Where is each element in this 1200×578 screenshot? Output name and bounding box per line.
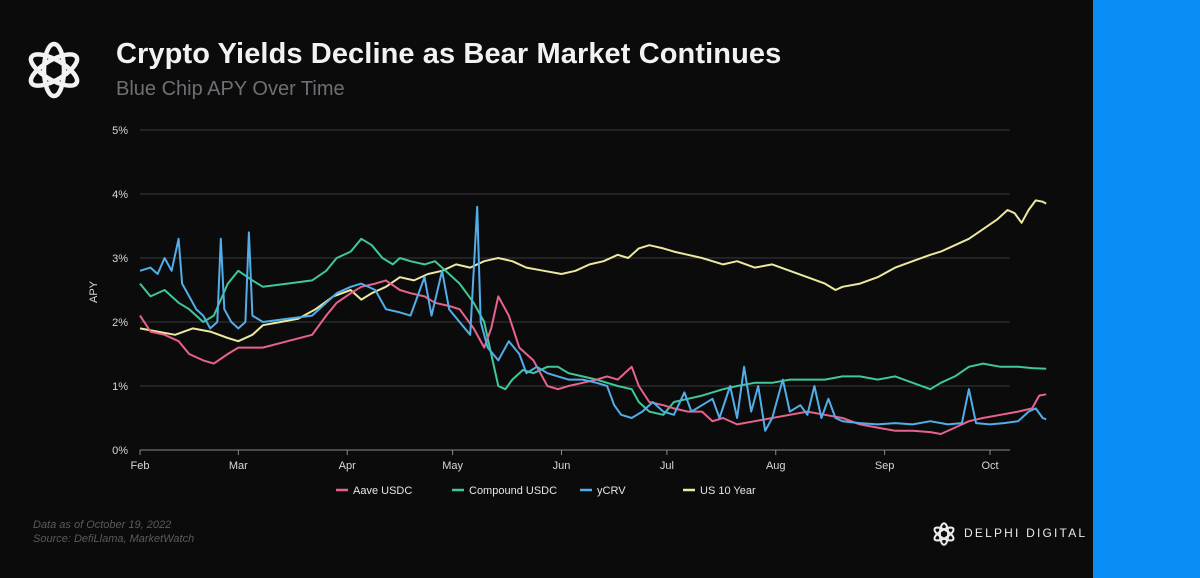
y-axis-ticks: 0% 1% 2% 3% 4% 5% (112, 125, 128, 457)
brand-mark: DELPHI DIGITAL (930, 520, 1090, 550)
y-axis-label: APY (88, 280, 100, 303)
series-line-us-10-year (139, 199, 1047, 343)
y-tick-label: 3% (112, 253, 128, 265)
chart-legend: Aave USDC Compound USDC yCRV US 10 Year (336, 485, 756, 497)
series-line-aave-usdc (139, 279, 1047, 435)
x-tick-label: Jun (553, 460, 571, 472)
page-subtitle: Blue Chip APY Over Time (116, 78, 345, 100)
y-tick-label: 0% (112, 445, 128, 457)
x-tick-label: Mar (229, 460, 248, 472)
footer-note: Data as of October 19, 2022 Source: Defi… (33, 518, 194, 546)
delphi-logo-icon (28, 41, 80, 99)
brand-name: DELPHI DIGITAL (964, 526, 1088, 540)
series-line-ycrv (139, 205, 1047, 432)
x-tick-label: Aug (766, 460, 786, 472)
side-accent-bar (1093, 0, 1200, 578)
x-tick-label: Sep (875, 460, 895, 472)
source-note: Source: DefiLlama, MarketWatch (33, 533, 195, 545)
y-tick-label: 5% (112, 125, 128, 137)
chart-grid (140, 129, 1010, 451)
legend-label: Aave USDC (353, 485, 412, 497)
legend-label: US 10 Year (700, 485, 756, 497)
x-axis-ticks: Feb Mar Apr May Jun Jul Aug Sep Oct (131, 450, 999, 472)
legend-label: Compound USDC (469, 485, 557, 497)
y-tick-label: 4% (112, 189, 128, 201)
chart-panel (0, 0, 1093, 578)
data-date-note: Data as of October 19, 2022 (33, 519, 172, 531)
x-tick-label: Feb (131, 460, 150, 472)
series-line-compound-usdc (139, 237, 1047, 416)
x-tick-label: May (442, 460, 463, 472)
y-tick-label: 1% (112, 381, 128, 393)
x-tick-label: Apr (339, 460, 356, 472)
legend-label: yCRV (597, 485, 626, 497)
y-tick-label: 2% (112, 317, 128, 329)
apy-line-chart: 0% 1% 2% 3% 4% 5% Feb Mar Apr May Jun Jul Aug Sep Oct… (88, 125, 1047, 497)
page-title: Crypto Yields Decline as Bear Market Con… (116, 38, 782, 70)
x-tick-label: Oct (981, 460, 998, 472)
series-lines (139, 199, 1047, 435)
x-tick-label: Jul (660, 460, 674, 472)
delphi-small-logo-icon (933, 522, 955, 546)
